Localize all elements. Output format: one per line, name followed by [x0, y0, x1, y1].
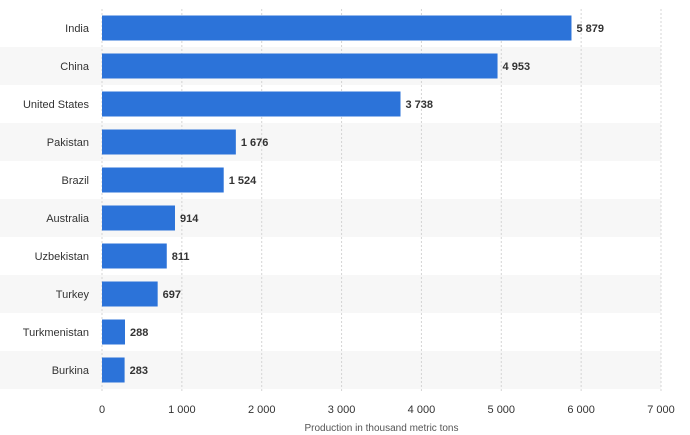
- bar: [102, 243, 167, 269]
- x-tick-label: 1 000: [168, 404, 196, 416]
- x-tick-label: 2 000: [248, 404, 276, 416]
- x-axis-title: Production in thousand metric tons: [305, 423, 459, 434]
- category-label: Uzbekistan: [35, 251, 89, 263]
- value-label: 1 676: [241, 137, 269, 149]
- x-tick-label: 6 000: [567, 404, 595, 416]
- row-band: [0, 199, 661, 237]
- bar: [102, 91, 401, 117]
- x-tick-labels: 0 1 000 2 000 3 000 4 000 5 000 6 000 7 000: [99, 404, 675, 416]
- bar: [102, 205, 175, 231]
- value-label: 697: [163, 289, 181, 301]
- x-tick-label: 0: [99, 404, 105, 416]
- category-label: Turkmenistan: [23, 327, 89, 339]
- category-label: United States: [23, 99, 90, 111]
- bar: [102, 357, 125, 383]
- value-labels: 5 879 4 953 3 738 1 676 1 524 914 811 697 288 283: [130, 23, 604, 377]
- bar: [102, 15, 572, 41]
- category-label: Turkey: [56, 289, 90, 301]
- value-label: 283: [130, 365, 148, 377]
- value-label: 5 879: [576, 23, 604, 35]
- x-tick-label: 3 000: [328, 404, 356, 416]
- bar: [102, 281, 158, 307]
- row-band: [0, 351, 661, 389]
- value-label: 914: [180, 213, 199, 225]
- category-labels: India China United States Pakistan Brazil Aus…: [23, 23, 90, 377]
- value-label: 4 953: [503, 61, 531, 73]
- category-label: Australia: [46, 213, 90, 225]
- category-label: India: [65, 23, 90, 35]
- value-label: 288: [130, 327, 148, 339]
- value-label: 811: [172, 251, 190, 263]
- bar: [102, 167, 224, 193]
- bars: [102, 15, 572, 383]
- row-band: [0, 123, 661, 161]
- bar: [102, 319, 125, 345]
- category-label: Brazil: [61, 175, 89, 187]
- x-tick-label: 5 000: [488, 404, 516, 416]
- row-band: [0, 275, 661, 313]
- category-label: Burkina: [52, 365, 90, 377]
- category-label: China: [60, 61, 90, 73]
- value-label: 1 524: [229, 175, 257, 187]
- bar: [102, 53, 498, 79]
- x-tick-label: 7 000: [647, 404, 675, 416]
- value-label: 3 738: [406, 99, 434, 111]
- bar: [102, 129, 236, 155]
- category-label: Pakistan: [47, 137, 89, 149]
- x-tick-label: 4 000: [408, 404, 436, 416]
